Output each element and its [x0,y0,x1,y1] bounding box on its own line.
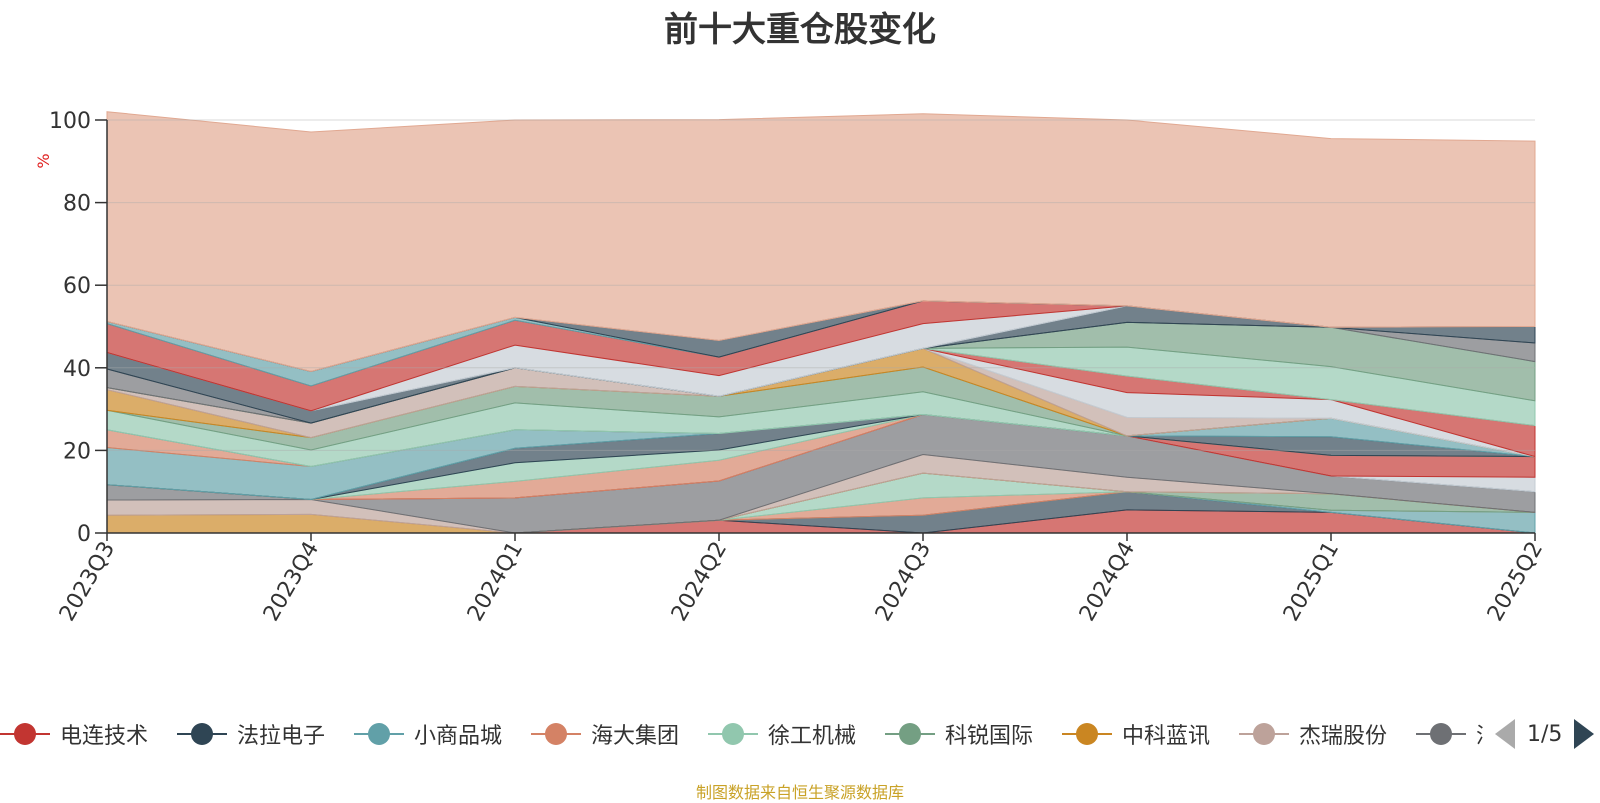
legend-label: 电连技术 [60,724,149,749]
legend-next-page-icon[interactable] [1574,719,1595,749]
legend-marker-icon [531,712,581,756]
legend-marker-icon [1416,712,1466,756]
legend-marker-icon [354,712,404,756]
legend-marker-icon [1239,712,1289,756]
legend-item[interactable]: 科锐国际 [885,712,1033,756]
x-tick-label: 2023Q4 [259,538,324,626]
legend-prev-page-icon[interactable] [1495,719,1515,749]
x-tick-label: 2025Q1 [1279,538,1344,626]
legend-marker-icon [885,712,935,756]
y-tick-label: 60 [63,274,91,299]
legend-item[interactable]: 电连技术 [0,712,148,756]
legend-label: 中科蓝讯 [1122,724,1211,749]
legend-label: 科锐国际 [945,724,1034,749]
legend-label: 杰瑞股份 [1299,724,1388,749]
legend-item[interactable]: 中科蓝讯 [1062,712,1210,756]
legend: 电连技术 法拉电子 小商品城 海大集团 徐工机械 科锐国际 中科蓝讯 杰瑞股份 汇川技术 1/5 [0,712,1600,756]
y-tick-label: 100 [49,109,91,134]
legend-marker-icon [1062,712,1112,756]
legend-item[interactable]: 杰瑞股份 [1239,712,1387,756]
legend-label: 海大集团 [591,724,680,749]
series-areas [106,111,1536,534]
legend-marker-icon [0,712,50,756]
stacked-area-chart: 0 20 40 60 80 100 2023Q3 2023Q4 2024Q1 2024Q2 2024… [34,109,1548,626]
legend-items: 电连技术 法拉电子 小商品城 海大集团 徐工机械 科锐国际 中科蓝讯 杰瑞股份 汇川技术 [0,712,1483,756]
legend-marker-icon [177,712,227,756]
y-tick-label: 0 [77,522,91,547]
y-tick-label: 80 [63,192,91,217]
x-tick-label: 2024Q2 [667,538,732,626]
source-note: 制图数据来自恒生聚源数据库 [695,783,904,802]
x-tick-label: 2024Q1 [463,538,528,626]
x-tick-label: 2024Q4 [1075,538,1140,626]
legend-label: 法拉电子 [237,724,326,749]
grid-lines [107,119,1535,451]
legend-item[interactable]: 小商品城 [354,712,502,756]
legend-marker-icon [708,712,758,756]
x-tick-label: 2024Q3 [871,538,936,626]
area-series-32[interactable] [106,111,1536,373]
legend-pager: 1/5 [1495,712,1595,756]
legend-label: 徐工机械 [768,724,857,749]
y-axis-unit-label: % [34,153,53,168]
y-tick-label: 40 [63,357,91,382]
chart-title: 前十大重仓股变化 [664,10,936,50]
legend-item[interactable]: 汇川技术 [1416,712,1483,756]
x-tick-label: 2023Q3 [55,538,120,626]
x-tick-label: 2025Q2 [1483,538,1548,626]
legend-item[interactable]: 徐工机械 [708,712,856,756]
legend-item[interactable]: 海大集团 [531,712,679,756]
legend-page-indicator: 1/5 [1527,721,1563,747]
legend-label: 小商品城 [414,724,503,749]
y-tick-label: 20 [63,439,91,464]
legend-item[interactable]: 法拉电子 [177,712,325,756]
legend-label: 汇川技术 [1476,718,1483,750]
